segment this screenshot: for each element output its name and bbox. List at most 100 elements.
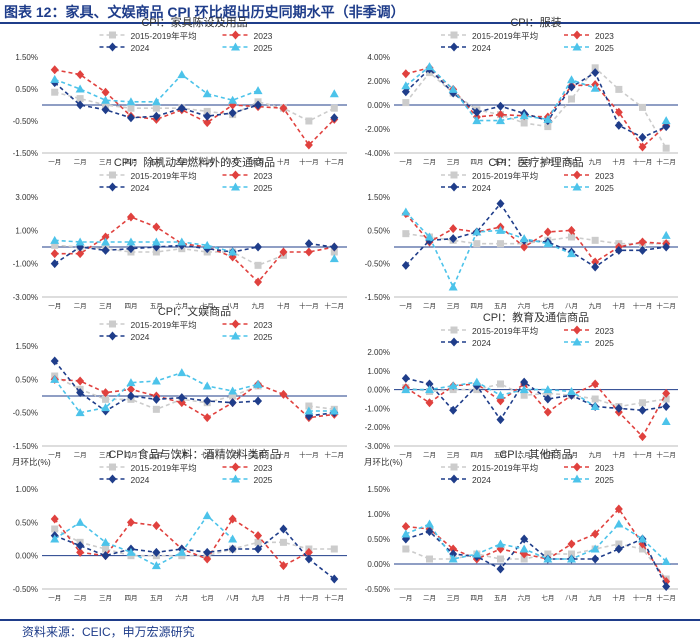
data-point (639, 399, 646, 407)
x-tick-label: 三月 (447, 158, 460, 166)
data-point (76, 541, 85, 551)
y-tick-label: 0.50% (15, 85, 38, 94)
x-tick-label: 七月 (541, 301, 554, 310)
legend-item: 2023 (564, 30, 614, 41)
data-point (401, 529, 411, 538)
data-point (567, 75, 576, 84)
data-point (75, 237, 85, 246)
x-tick-label: 一月 (48, 302, 61, 310)
data-point (330, 113, 339, 123)
data-point (305, 117, 313, 125)
chart-panel-1: CPI：家具陈设及用品 2015-2019年平均 2023 2024 2025 1.50%… (13, 15, 347, 166)
data-point (126, 391, 135, 401)
x-tick-label: 三月 (447, 451, 460, 459)
data-point (425, 519, 434, 528)
chart-panel-2: CPI：服装 2015-2019年平均 2023 2024 2025 4.00% 2.00%… (365, 16, 678, 166)
data-point (496, 110, 505, 120)
legend-marker (573, 325, 581, 335)
data-point (177, 237, 187, 246)
legend-marker (109, 320, 116, 328)
data-point (614, 107, 623, 117)
data-point (126, 517, 135, 527)
series-2025 (401, 207, 671, 291)
x-tick-label: 九月 (589, 593, 602, 602)
data-point (472, 227, 482, 236)
legend-marker (450, 337, 458, 347)
x-tick-label: 四月 (470, 158, 483, 166)
data-point (102, 101, 110, 109)
data-point (203, 107, 211, 115)
data-point (496, 116, 505, 125)
series-2015-2019年平均 (402, 540, 670, 583)
legend-marker (231, 462, 240, 472)
legend-item: 2024 (441, 182, 491, 193)
data-point (304, 239, 313, 249)
data-point (638, 245, 647, 255)
data-point (638, 534, 647, 543)
data-point (520, 242, 529, 252)
x-tick-label: 五月 (494, 158, 507, 166)
data-point (304, 554, 313, 564)
y-tick-label: 0.00% (367, 386, 390, 395)
chart-title: CPI：医疗护理商品 (488, 155, 583, 169)
data-point (102, 395, 110, 403)
y-tick-label: 0.00% (367, 560, 390, 569)
data-point (51, 525, 59, 533)
legend-item: 2023 (222, 170, 273, 181)
x-tick-label: 六月 (175, 593, 188, 602)
legend-item: 2024 (99, 42, 150, 53)
x-tick-label: 十一月 (633, 450, 653, 459)
x-tick-label: 四月 (124, 158, 137, 166)
legend-marker (231, 182, 240, 191)
data-point (568, 95, 575, 103)
data-point (639, 545, 646, 553)
x-tick-label: 五月 (150, 302, 163, 310)
chart-panel-5: CPI：文娱商品 2015-2019年平均 2023 2024 2025 1.50% 0.5… (13, 304, 347, 459)
data-point (228, 247, 238, 256)
data-point (567, 249, 576, 258)
data-point (520, 391, 528, 399)
data-point (402, 99, 410, 107)
series-2023 (401, 504, 671, 586)
data-point (401, 385, 411, 394)
data-point (661, 417, 671, 426)
legend-marker (231, 42, 240, 51)
data-point (662, 402, 671, 412)
legend-item: 2024 (99, 331, 150, 342)
data-point (50, 235, 60, 244)
y-tick-label: 1.00% (367, 510, 390, 519)
x-tick-label: 十月 (612, 450, 625, 459)
x-tick-label: 十二月 (325, 301, 345, 310)
series-2015-2019年平均 (51, 88, 338, 125)
x-tick-label: 十一月 (633, 593, 653, 602)
legend-marker (450, 474, 458, 484)
data-point (449, 234, 458, 244)
x-tick-label: 六月 (518, 593, 531, 602)
x-tick-label: 十一月 (299, 450, 319, 459)
legend-label: 2023 (595, 31, 614, 41)
x-tick-label: 二月 (74, 158, 87, 166)
data-point (639, 103, 646, 111)
legend-marker (450, 326, 458, 334)
series-line (405, 211, 572, 289)
legend-item: 2024 (441, 337, 491, 348)
data-point (76, 376, 85, 386)
data-point (496, 539, 505, 548)
series-2023 (401, 379, 671, 442)
data-point (591, 395, 599, 403)
data-point (203, 547, 212, 557)
y-tick-label: -3.00% (13, 293, 38, 302)
data-point (152, 547, 161, 557)
legend-label: 2024 (472, 43, 491, 53)
x-tick-label: 八月 (565, 451, 578, 459)
data-point (177, 70, 187, 79)
data-point (401, 69, 410, 79)
x-tick-label: 五月 (150, 158, 163, 166)
legend-label: 2015-2019年平均 (131, 171, 197, 181)
data-point (151, 97, 161, 106)
legend-item: 2025 (564, 42, 614, 53)
data-point (253, 86, 263, 95)
data-point (614, 504, 623, 514)
y-tick-label: 1.00% (367, 367, 390, 376)
